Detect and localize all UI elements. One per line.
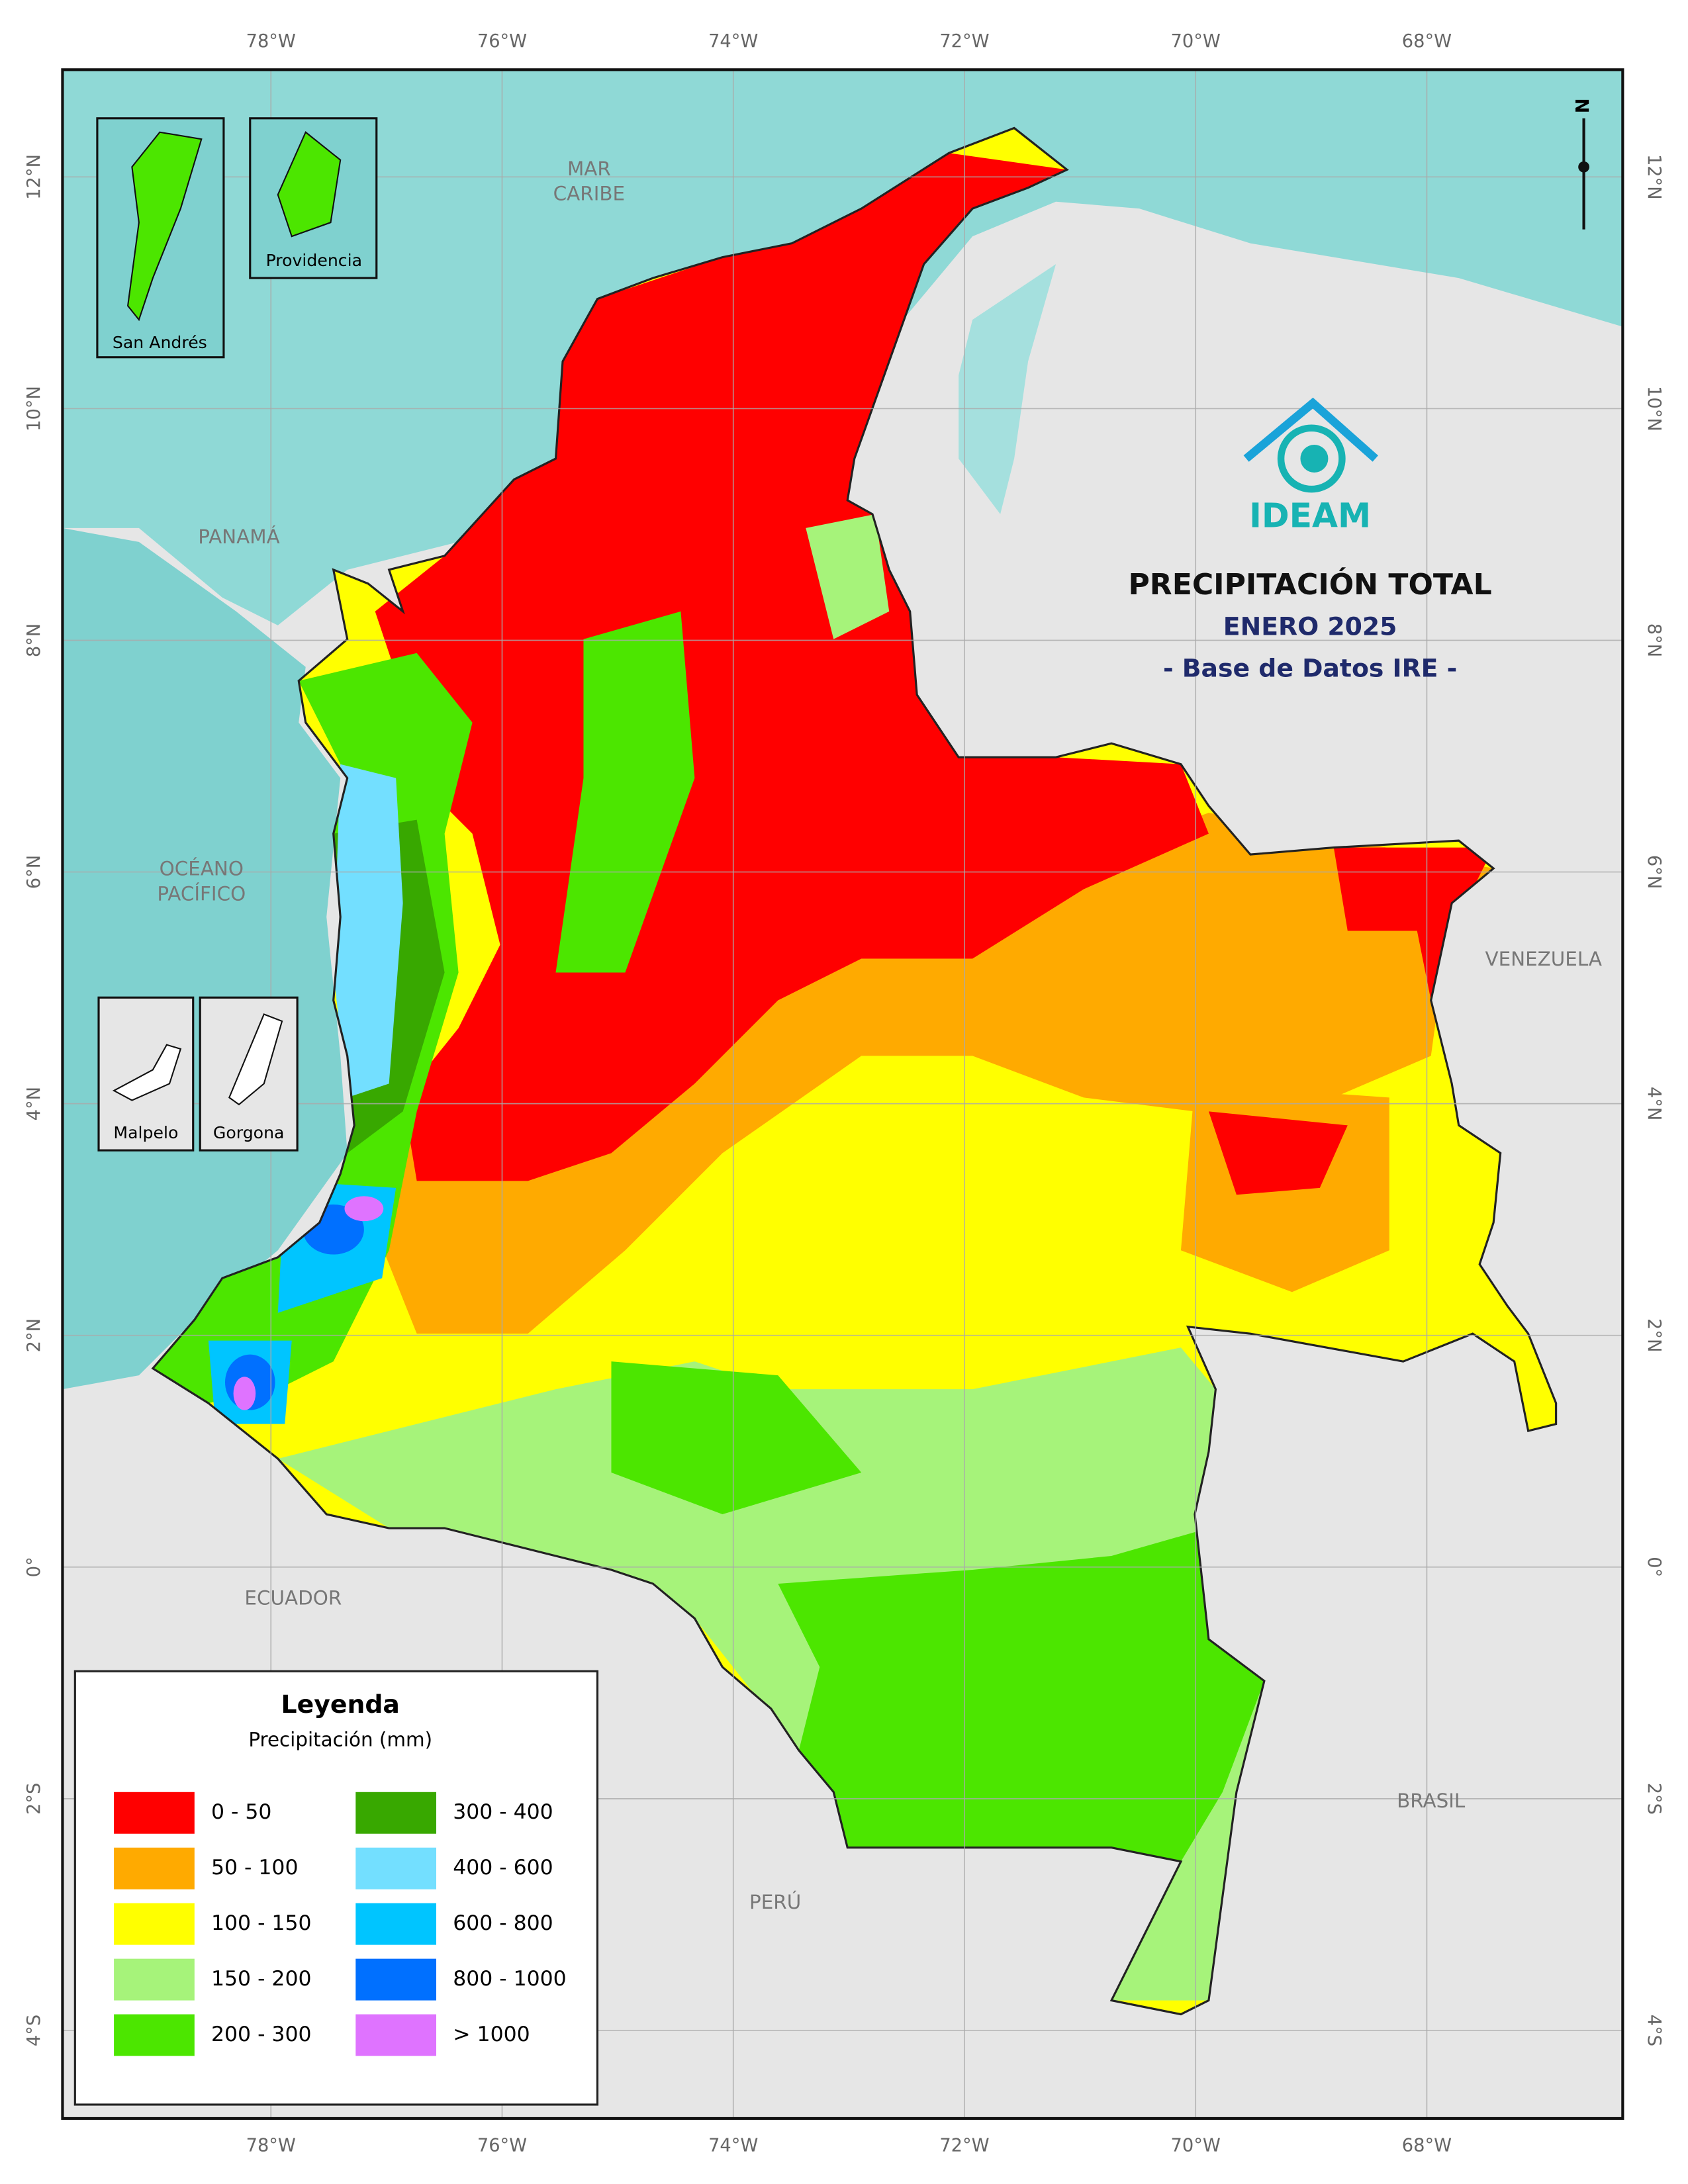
x-tick-label: 74°W	[708, 31, 758, 52]
legend-swatch	[355, 1847, 437, 1889]
inset-label: Malpelo	[113, 1123, 178, 1142]
y-tick-label: 2°N	[1644, 1318, 1664, 1352]
logo	[1243, 397, 1378, 493]
y-tick-label: 12°N	[24, 154, 44, 200]
y-tick-label: 2°S	[1644, 1783, 1664, 1815]
map-subtitle: ENERO 2025	[1223, 612, 1397, 641]
y-tick-label: 10°N	[24, 386, 44, 432]
legend-swatch	[114, 1847, 195, 1889]
inset-label: Gorgona	[213, 1123, 285, 1142]
place-label: PACÍFICO	[157, 882, 246, 905]
legend-label: 150 - 200	[211, 1967, 312, 1991]
x-tick-label: 72°W	[939, 31, 989, 52]
x-tick-label: 78°W	[246, 31, 296, 52]
x-tick-label: 68°W	[1402, 31, 1452, 52]
legend-swatch	[355, 2014, 437, 2056]
y-tick-label: 8°N	[24, 623, 44, 657]
x-tick-label: 70°W	[1171, 2135, 1221, 2156]
y-tick-label: 2°S	[24, 1783, 44, 1815]
north-arrow: N	[1573, 98, 1593, 230]
place-label: BRASIL	[1397, 1790, 1466, 1812]
place-label: OCÉANO	[160, 857, 244, 880]
legend-swatch	[355, 1958, 437, 2001]
place-label: PERÚ	[749, 1889, 801, 1913]
map-source: - Base de Datos IRE -	[1163, 653, 1457, 682]
legend-swatch	[114, 1958, 195, 2001]
y-tick-label: 6°N	[1644, 855, 1664, 889]
x-tick-label: 72°W	[939, 2135, 989, 2156]
insets	[96, 117, 378, 1152]
legend-label: 100 - 150	[211, 1911, 312, 1935]
y-tick-label: 4°S	[24, 2015, 44, 2046]
legend-subtitle: Precipitación (mm)	[248, 1729, 432, 1751]
map-frame	[61, 68, 1624, 2120]
place-label: ECUADOR	[244, 1587, 342, 1610]
logo-text: IDEAM	[1249, 496, 1371, 535]
legend-label: 50 - 100	[211, 1856, 298, 1880]
x-tick-label: 70°W	[1171, 31, 1221, 52]
y-tick-label: 4°N	[1644, 1087, 1664, 1120]
x-tick-label: 74°W	[708, 2135, 758, 2156]
north-label: N	[1573, 98, 1593, 113]
legend-swatch	[355, 1792, 437, 1834]
legend-title: Leyenda	[281, 1690, 400, 1719]
y-tick-label: 0°	[1644, 1557, 1664, 1577]
legend-swatch	[114, 2014, 195, 2056]
place-label: CARIBE	[553, 183, 625, 205]
legend-label: > 1000	[453, 2023, 530, 2046]
x-tick-label: 68°W	[1402, 2135, 1452, 2156]
legend-label: 600 - 800	[453, 1911, 553, 1935]
y-tick-label: 4°S	[1644, 2015, 1664, 2046]
legend-label: 400 - 600	[453, 1856, 553, 1880]
legend-label: 0 - 50	[211, 1800, 271, 1824]
x-tick-label: 76°W	[477, 2135, 527, 2156]
map-title: PRECIPITACIÓN TOTAL	[1129, 567, 1492, 602]
y-tick-label: 2°N	[24, 1318, 44, 1352]
legend-swatch	[114, 1903, 195, 1945]
legend-label: 300 - 400	[453, 1800, 553, 1824]
inset-label: San Andrés	[113, 333, 207, 352]
legend-label: 800 - 1000	[453, 1967, 567, 1991]
x-tick-label: 78°W	[246, 2135, 296, 2156]
x-tick-label: 76°W	[477, 31, 527, 52]
legend-swatch	[355, 1903, 437, 1945]
place-label: VENEZUELA	[1485, 948, 1602, 970]
y-tick-label: 4°N	[24, 1087, 44, 1120]
y-tick-label: 6°N	[24, 855, 44, 889]
place-label: MAR	[567, 158, 611, 180]
inset-label: Providencia	[266, 251, 363, 270]
y-tick-label: 10°N	[1644, 386, 1664, 432]
y-tick-label: 12°N	[1644, 154, 1664, 200]
y-tick-label: 0°	[24, 1557, 44, 1577]
place-label: PANAMÁ	[198, 525, 279, 548]
legend-swatch	[114, 1792, 195, 1834]
legend-label: 200 - 300	[211, 2023, 312, 2046]
legend: Leyenda Precipitación (mm) 0 - 50 50 - 10…	[73, 1670, 599, 2106]
y-tick-label: 8°N	[1644, 623, 1664, 657]
